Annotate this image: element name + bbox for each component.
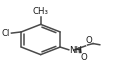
Text: O: O	[86, 36, 93, 45]
Text: CH₃: CH₃	[33, 7, 49, 16]
Text: NH: NH	[69, 46, 82, 55]
Text: O: O	[80, 53, 87, 62]
Text: Cl: Cl	[1, 29, 10, 38]
